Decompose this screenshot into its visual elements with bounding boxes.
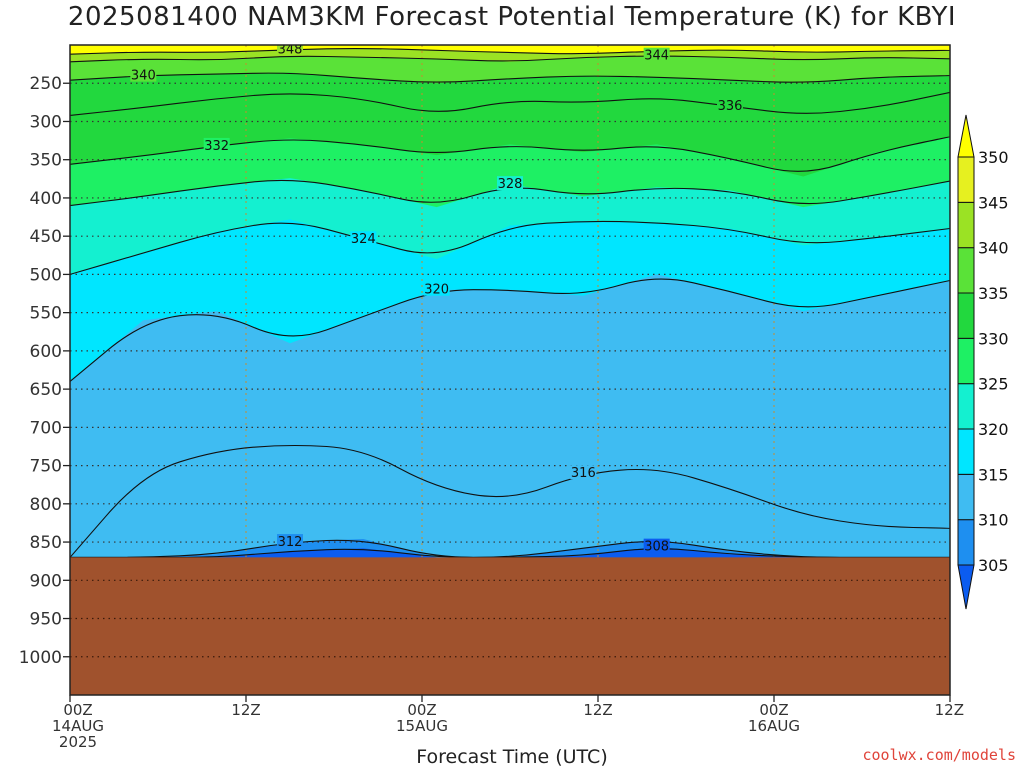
below-ground-area (70, 557, 950, 695)
contour-label-bg-308 (643, 538, 670, 553)
contour-line-332 (70, 136, 950, 172)
y-tick-label-750: 750 (30, 457, 62, 477)
y-tick-label-450: 450 (30, 227, 62, 247)
colorbar-label-335: 335 (978, 284, 1009, 303)
x-tick-label-48-0: 00Z (759, 701, 788, 719)
contour-label-348: 348 (278, 43, 303, 58)
contour-label-320: 320 (424, 283, 449, 298)
x-tick-label-24-0: 00Z (407, 701, 436, 719)
colorbar-seg-340 (957, 201, 975, 249)
colorbar-label-350: 350 (978, 148, 1009, 167)
colorbar-seg-315 (957, 428, 975, 475)
y-tick-label-600: 600 (30, 342, 62, 362)
contour-label-bg-340 (130, 67, 157, 82)
y-tick-label-650: 650 (30, 380, 62, 400)
y-tick-label-400: 400 (30, 189, 62, 209)
colorbar-seg-320 (957, 383, 975, 430)
credit-link[interactable]: coolwx.com/models (862, 746, 1016, 764)
contour-line-340 (70, 72, 950, 83)
y-tick-label-500: 500 (30, 265, 62, 285)
x-tick-label-0-2: 2025 (59, 733, 97, 751)
x-tick-label-48-1: 16AUG (748, 717, 800, 735)
contour-label-344: 344 (644, 49, 669, 64)
contour-label-316: 316 (571, 466, 596, 481)
y-tick-label-1000: 1000 (19, 648, 62, 668)
contour-label-bg-324 (350, 231, 377, 246)
x-axis-title: Forecast Time (UTC) (416, 746, 608, 768)
x-tick-label-0-1: 14AUG (52, 717, 104, 735)
contour-line-308 (70, 548, 950, 558)
contour-label-bg-328 (497, 176, 523, 191)
contour-label-340: 340 (131, 69, 156, 84)
colorbar-label-315: 315 (978, 465, 1009, 484)
colorbar-label-310: 310 (978, 511, 1009, 530)
contour-label-bg-332 (203, 137, 230, 152)
contour-label-324: 324 (351, 232, 376, 247)
y-tick-label-550: 550 (30, 304, 62, 324)
colorbar-top-arrow (957, 114, 975, 158)
colorbar-label-325: 325 (978, 375, 1009, 394)
contour-label-308: 308 (644, 540, 669, 555)
x-tick-label-12-0: 12Z (231, 701, 260, 719)
contour-line-336 (70, 91, 950, 116)
colorbar-seg-330 (957, 292, 975, 339)
colorbar-bottom-arrow (957, 564, 975, 610)
x-tick-label-36-0: 12Z (583, 701, 612, 719)
y-tick-label-850: 850 (30, 533, 62, 553)
contour-label-bg-344 (643, 47, 670, 62)
contour-line-344 (70, 55, 950, 63)
contour-label-312: 312 (278, 535, 303, 550)
colorbar-label-340: 340 (978, 239, 1009, 258)
y-tick-label-350: 350 (30, 151, 62, 171)
contour-line-348 (70, 47, 950, 55)
y-tick-label-300: 300 (30, 112, 62, 132)
contour-label-328: 328 (498, 177, 523, 192)
plot-frame (69, 44, 951, 696)
x-tick-label-60-0: 12Z (935, 701, 964, 719)
contour-line-316 (70, 444, 950, 558)
chart-title: 2025081400 NAM3KM Forecast Potential Tem… (67, 2, 957, 32)
colorbar-seg-345 (957, 156, 975, 203)
colorbar-seg-310 (957, 473, 975, 521)
y-tick-label-950: 950 (30, 610, 62, 630)
contour-label-bg-320 (423, 281, 450, 296)
colorbar-seg-305 (957, 519, 975, 566)
y-tick-label-900: 900 (30, 571, 62, 591)
contour-label-bg-312 (277, 534, 303, 549)
colorbar-label-345: 345 (978, 193, 1009, 212)
y-tick-label-800: 800 (30, 495, 62, 515)
x-tick-label-0-0: 00Z (63, 701, 92, 719)
colorbar-seg-335 (957, 247, 975, 294)
contour-label-bg-336 (717, 98, 743, 113)
y-tick-label-700: 700 (30, 418, 62, 438)
contour-label-bg-348 (277, 45, 303, 56)
contour-line-320 (70, 278, 950, 382)
colorbar-seg-325 (957, 337, 975, 385)
colorbar-label-330: 330 (978, 329, 1009, 348)
contour-label-bg-316 (570, 465, 597, 480)
colorbar-label-320: 320 (978, 420, 1009, 439)
x-tick-label-24-1: 15AUG (396, 717, 448, 735)
contour-label-332: 332 (204, 139, 229, 154)
contour-label-336: 336 (718, 99, 743, 114)
contour-line-324 (70, 220, 950, 275)
colorbar-label-305: 305 (978, 556, 1009, 575)
y-tick-label-250: 250 (30, 74, 62, 94)
